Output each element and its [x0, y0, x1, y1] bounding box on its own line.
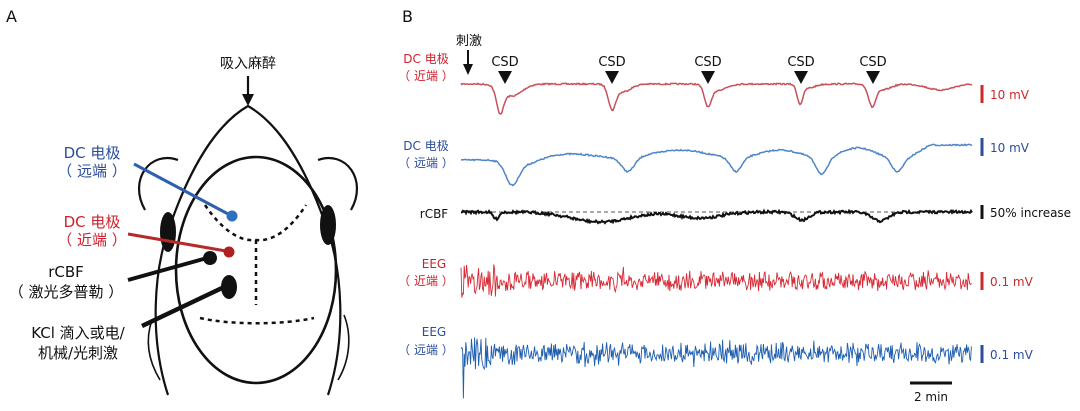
right-ear-contour [337, 314, 350, 381]
dc-blue-line2: （ 远端 ） [57, 162, 127, 180]
csd-triangle [794, 71, 808, 84]
panel-b-label: B [402, 7, 413, 26]
rcbf-leader [127, 256, 208, 282]
trace-label-eeg-distal-2: （ 远端 ） [398, 343, 454, 357]
csd-marker: CSD [598, 55, 626, 84]
csd-label: CSD [491, 55, 518, 70]
trace-label-dc-distal-1: DC 电极 [403, 139, 448, 153]
trace-label-dc-distal-2: （ 远端 ） [398, 156, 454, 170]
csd-triangle [605, 71, 619, 84]
csd-marker: CSD [694, 55, 722, 84]
csd-label: CSD [859, 55, 886, 70]
dc-red-line2: （ 近端 ） [57, 231, 127, 249]
trace-label-eeg-proximal-1: EEG [422, 257, 446, 271]
panel-a-label: A [6, 7, 17, 26]
csd-label: CSD [787, 55, 814, 70]
rcbf-line1: rCBF [48, 263, 84, 281]
dc-distal-electrode [226, 210, 238, 222]
mouse-head-outline [138, 104, 358, 396]
dc-distal-leader [133, 162, 231, 217]
anesthesia-arrow [242, 76, 254, 106]
rcbf-trace [460, 208, 973, 225]
dc-red-line1: DC 电极 [64, 213, 121, 231]
dc-blue-line1: DC 电极 [64, 144, 121, 162]
left-ear-contour [147, 319, 161, 381]
scale-label-dc-proximal: 10 mV [990, 88, 1030, 102]
eeg-proximal-trace [460, 264, 972, 298]
stimulus-arrow [463, 50, 473, 75]
csd-label: CSD [598, 55, 625, 70]
csd-label: CSD [694, 55, 721, 70]
stimulus-label: 刺激 [456, 34, 482, 49]
trace-label-eeg-distal-1: EEG [422, 325, 446, 339]
scale-label-rcbf: 50% increase [990, 206, 1071, 220]
kcl-leader [141, 285, 223, 329]
dc-proximal-leader [127, 232, 227, 253]
cranial-window [174, 155, 338, 385]
csd-triangle [701, 71, 715, 84]
scale-label-eeg-proximal: 0.1 mV [990, 275, 1034, 289]
left-eye [160, 212, 176, 252]
csd-triangle [866, 71, 880, 84]
eeg-distal-trace [460, 337, 972, 399]
csd-triangle [498, 71, 512, 84]
csd-marker: CSD [787, 55, 815, 84]
dc-proximal-trace [460, 82, 973, 115]
rcbf-line2: （ 激光多普勒 ） [9, 283, 124, 301]
trace-label-dc-proximal-2: （ 近端 ） [398, 69, 454, 83]
skull-sutures [199, 204, 315, 325]
trace-label-eeg-proximal-2: （ 近端 ） [398, 274, 454, 288]
time-scale-label: 2 min [914, 390, 948, 404]
trace-label-rcbf: rCBF [420, 207, 449, 221]
csd-marker: CSD [859, 55, 887, 84]
kcl-site [221, 275, 237, 299]
scale-label-eeg-distal: 0.1 mV [990, 348, 1034, 362]
dc-proximal-electrode [223, 246, 235, 258]
rcbf-probe [203, 251, 217, 265]
anesthesia-label: 吸入麻醉 [220, 56, 276, 72]
kcl-line1: KCl 滴入或电/ [31, 324, 125, 342]
csd-marker: CSD [491, 55, 519, 84]
kcl-line2: 机械/光刺激 [38, 344, 118, 362]
trace-label-dc-proximal-1: DC 电极 [403, 52, 448, 66]
scale-label-dc-distal: 10 mV [990, 141, 1030, 155]
dc-distal-trace [460, 143, 973, 187]
